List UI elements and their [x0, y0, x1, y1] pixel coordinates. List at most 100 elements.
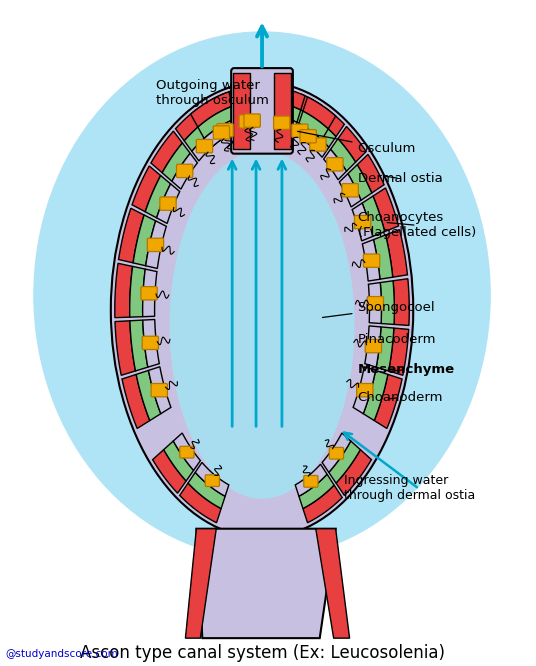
FancyBboxPatch shape: [142, 336, 159, 350]
Polygon shape: [303, 485, 342, 523]
Polygon shape: [232, 101, 258, 119]
Polygon shape: [329, 441, 360, 483]
FancyBboxPatch shape: [205, 475, 219, 486]
Polygon shape: [188, 472, 225, 509]
Polygon shape: [267, 114, 297, 134]
Polygon shape: [191, 92, 232, 127]
FancyBboxPatch shape: [304, 476, 318, 488]
Polygon shape: [376, 327, 394, 371]
Polygon shape: [146, 221, 166, 268]
Polygon shape: [308, 133, 329, 157]
FancyBboxPatch shape: [365, 340, 382, 353]
FancyBboxPatch shape: [180, 446, 194, 458]
Polygon shape: [348, 165, 372, 200]
Polygon shape: [235, 101, 266, 118]
Polygon shape: [385, 230, 407, 277]
Polygon shape: [153, 450, 186, 494]
Polygon shape: [192, 133, 217, 161]
Polygon shape: [133, 215, 155, 266]
Text: Ingressing water
through dermal ostia: Ingressing water through dermal ostia: [344, 474, 475, 502]
Polygon shape: [132, 166, 161, 212]
FancyBboxPatch shape: [147, 238, 163, 252]
Polygon shape: [185, 529, 216, 638]
Polygon shape: [336, 450, 371, 496]
Polygon shape: [389, 328, 409, 376]
Polygon shape: [229, 86, 257, 107]
Polygon shape: [299, 474, 334, 509]
Polygon shape: [196, 529, 336, 638]
Polygon shape: [368, 282, 382, 324]
Text: Osculum: Osculum: [297, 131, 416, 155]
Text: Dermal ostia: Dermal ostia: [358, 172, 442, 185]
FancyBboxPatch shape: [213, 126, 229, 139]
Polygon shape: [130, 266, 145, 317]
FancyBboxPatch shape: [176, 165, 193, 178]
Polygon shape: [373, 188, 399, 232]
Ellipse shape: [169, 151, 354, 499]
Polygon shape: [115, 321, 136, 376]
Polygon shape: [162, 143, 190, 181]
Polygon shape: [365, 326, 381, 367]
FancyBboxPatch shape: [300, 130, 316, 143]
Text: Outgoing water
through osculum: Outgoing water through osculum: [155, 79, 269, 107]
Polygon shape: [148, 367, 171, 414]
Polygon shape: [290, 121, 310, 142]
FancyBboxPatch shape: [160, 197, 176, 210]
Polygon shape: [173, 433, 200, 470]
Polygon shape: [357, 155, 384, 193]
Polygon shape: [380, 281, 394, 324]
Polygon shape: [303, 97, 336, 129]
FancyBboxPatch shape: [367, 296, 384, 310]
Polygon shape: [362, 196, 385, 236]
Polygon shape: [157, 184, 180, 224]
Polygon shape: [118, 208, 144, 263]
FancyBboxPatch shape: [151, 384, 167, 397]
Polygon shape: [312, 121, 336, 147]
Polygon shape: [136, 370, 161, 420]
Ellipse shape: [33, 31, 491, 559]
Polygon shape: [352, 203, 373, 241]
Polygon shape: [316, 529, 349, 638]
Polygon shape: [204, 119, 238, 149]
FancyBboxPatch shape: [327, 158, 343, 171]
Polygon shape: [208, 107, 233, 131]
Polygon shape: [195, 462, 229, 496]
Polygon shape: [143, 320, 159, 367]
Text: @studyandscore.com: @studyandscore.com: [5, 649, 118, 659]
Polygon shape: [130, 320, 148, 371]
FancyBboxPatch shape: [354, 216, 371, 229]
Text: Spongocoel: Spongocoel: [323, 301, 435, 318]
Polygon shape: [163, 441, 193, 481]
FancyBboxPatch shape: [356, 384, 373, 397]
FancyBboxPatch shape: [363, 254, 379, 267]
FancyBboxPatch shape: [217, 123, 233, 137]
Polygon shape: [115, 263, 132, 318]
Polygon shape: [269, 87, 305, 110]
Polygon shape: [269, 101, 301, 123]
Text: Choanoderm: Choanoderm: [358, 391, 443, 404]
FancyBboxPatch shape: [196, 139, 213, 153]
Polygon shape: [374, 235, 393, 279]
FancyBboxPatch shape: [273, 116, 290, 129]
Polygon shape: [122, 374, 150, 428]
FancyBboxPatch shape: [231, 68, 293, 154]
Polygon shape: [145, 176, 170, 218]
Polygon shape: [293, 108, 316, 131]
Polygon shape: [143, 269, 157, 317]
Polygon shape: [175, 107, 206, 141]
Polygon shape: [363, 370, 388, 420]
Polygon shape: [353, 367, 376, 414]
Ellipse shape: [111, 82, 413, 537]
Polygon shape: [232, 86, 267, 105]
Text: Choanocytes
(Flagellated cells): Choanocytes (Flagellated cells): [358, 211, 476, 239]
Bar: [274, 73, 291, 149]
Polygon shape: [324, 149, 346, 180]
Text: Pinacoderm: Pinacoderm: [358, 333, 436, 346]
FancyBboxPatch shape: [329, 448, 344, 459]
Polygon shape: [198, 107, 235, 139]
Polygon shape: [235, 114, 258, 131]
Polygon shape: [151, 131, 182, 172]
Polygon shape: [374, 374, 402, 428]
FancyBboxPatch shape: [239, 115, 255, 128]
FancyBboxPatch shape: [342, 184, 359, 197]
